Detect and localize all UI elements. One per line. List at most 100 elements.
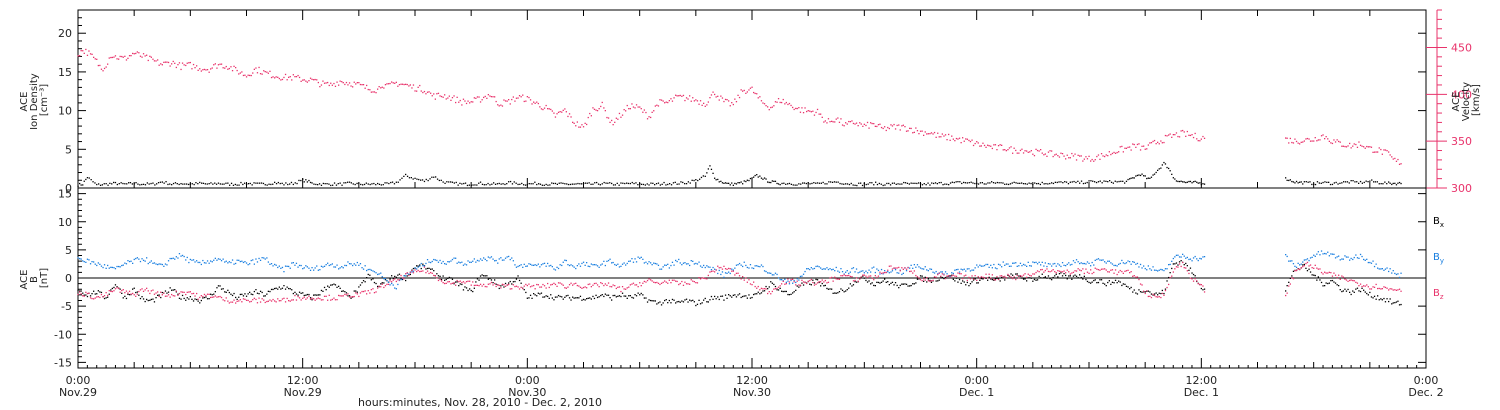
field-point-y (439, 259, 441, 262)
velocity-point (1171, 136, 1173, 138)
field-point-z (473, 284, 475, 287)
field-point-z (751, 284, 753, 286)
field-point-y (601, 263, 603, 265)
field-point-y (206, 260, 209, 262)
velocity-point (904, 126, 906, 128)
density-point (620, 182, 622, 184)
velocity-point (1172, 134, 1174, 136)
field-point-x (356, 291, 358, 293)
field-point-x (837, 292, 839, 294)
velocity-point (216, 67, 218, 69)
field-point-x (1341, 290, 1343, 293)
field-point-z (121, 289, 123, 292)
field-point-x (696, 303, 699, 305)
velocity-point (205, 69, 207, 71)
field-point-y (219, 258, 221, 260)
field-point-y (325, 264, 327, 266)
velocity-point (242, 74, 245, 77)
density-point (734, 182, 736, 185)
density-point (642, 183, 645, 186)
field-point-z (1317, 268, 1319, 270)
density-point (249, 182, 251, 185)
density-point (122, 182, 124, 185)
field-point-y (88, 259, 90, 261)
date-tick-label: Nov.29 (284, 386, 322, 399)
field-point-z (1398, 288, 1401, 290)
field-point-z (269, 299, 271, 301)
velocity-point (774, 101, 777, 103)
field-point-x (692, 299, 694, 301)
field-point-z (799, 284, 802, 286)
field-point-x (637, 292, 639, 294)
field-point-y (951, 272, 953, 274)
velocity-point (804, 107, 806, 109)
field-point-z (1373, 286, 1376, 288)
field-point-y (1189, 258, 1192, 260)
field-point-x (330, 284, 332, 286)
field-point-z (1392, 289, 1394, 291)
field-point-z (837, 278, 839, 280)
density-point (845, 183, 847, 185)
velocity-point (567, 115, 569, 118)
density-point (835, 181, 837, 183)
density-point (873, 184, 875, 186)
density-point (406, 175, 409, 177)
field-point-z (157, 291, 159, 293)
field-point-z (693, 281, 695, 283)
field-point-z (1389, 288, 1391, 290)
field-point-z (840, 275, 842, 277)
field-point-y (323, 265, 326, 267)
field-point-y (579, 265, 582, 267)
field-point-x (475, 281, 477, 283)
field-point-x (1180, 260, 1182, 262)
density-point (841, 183, 843, 185)
field-point-z (609, 285, 611, 288)
velocity-point (910, 127, 912, 130)
field-point-y (1111, 263, 1114, 265)
density-point (1164, 163, 1167, 165)
density-point (951, 181, 953, 183)
field-point-z (381, 283, 383, 285)
field-point-y (288, 265, 290, 268)
velocity-point (899, 129, 901, 131)
field-point-x (442, 275, 444, 277)
field-point-x (241, 293, 243, 295)
velocity-point (612, 124, 614, 126)
field-point-y (1378, 268, 1380, 270)
field-point-x (921, 275, 923, 277)
field-point-y (586, 262, 588, 264)
field-point-x (962, 280, 964, 282)
field-point-y (726, 272, 728, 274)
density-point (126, 183, 128, 185)
velocity-point (1114, 152, 1117, 154)
velocity-point (172, 60, 174, 63)
field-point-y (915, 266, 917, 268)
density-point (1114, 180, 1116, 182)
field-point-x (336, 286, 338, 288)
field-point-y (876, 268, 878, 270)
velocity-point (472, 101, 474, 103)
velocity-point (121, 55, 123, 58)
velocity-point (609, 121, 611, 123)
field-point-z (876, 276, 878, 279)
field-point-y (1146, 269, 1148, 271)
field-point-y (512, 260, 514, 262)
velocity-point (475, 97, 477, 99)
velocity-point (214, 63, 216, 65)
field-point-y (370, 269, 372, 271)
density-point (1064, 181, 1066, 183)
field-point-z (1336, 276, 1338, 279)
field-point-x (930, 281, 933, 283)
velocity-point (923, 134, 925, 136)
field-point-x (220, 288, 223, 290)
field-point-x (192, 300, 195, 302)
field-point-z (1119, 269, 1121, 272)
field-point-y (428, 261, 430, 263)
velocity-point (600, 105, 602, 108)
field-point-z (362, 290, 365, 293)
field-point-y (1085, 263, 1087, 265)
field-point-z (498, 284, 500, 287)
velocity-point (1364, 147, 1366, 149)
field-point-x (1030, 277, 1032, 279)
density-point (974, 182, 976, 185)
